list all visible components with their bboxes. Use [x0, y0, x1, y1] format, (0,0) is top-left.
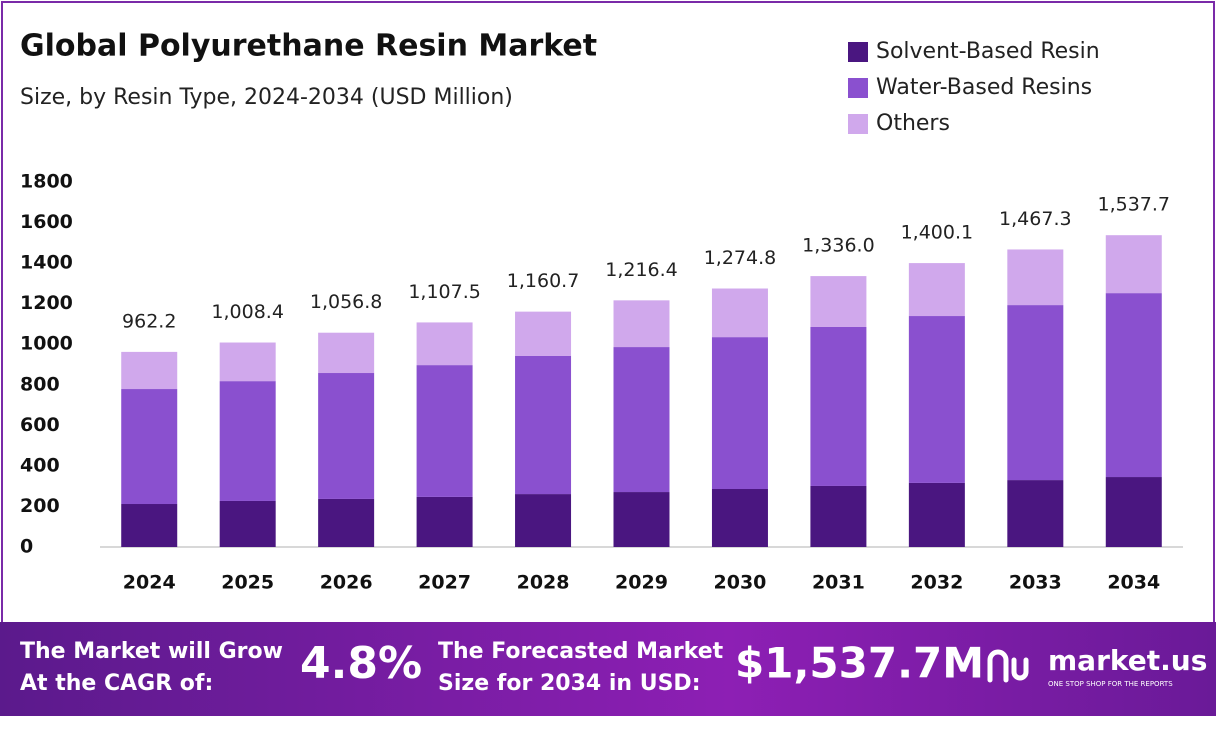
x-tick-label: 2031 [812, 572, 865, 594]
chart-subtitle: Size, by Resin Type, 2024-2034 (USD Mill… [20, 85, 513, 110]
cagr-value: 4.8% [300, 638, 422, 689]
total-label: 1,056.8 [310, 291, 383, 313]
x-tick-label: 2028 [517, 572, 570, 594]
x-tick-label: 2026 [320, 572, 373, 594]
bar-segment [318, 332, 375, 374]
y-tick-label: 0 [20, 536, 33, 558]
tagline: ONE STOP SHOP FOR THE REPORTS [1048, 680, 1173, 688]
y-tick-label: 400 [20, 454, 60, 476]
bar-segment [711, 337, 768, 490]
total-label: 1,467.3 [999, 208, 1072, 230]
x-tick-label: 2024 [123, 572, 176, 594]
bar-segment [515, 311, 572, 356]
total-label: 1,216.4 [605, 259, 678, 281]
y-tick-label: 800 [20, 373, 60, 395]
legend-label: Others [876, 111, 950, 136]
legend-label: Water-Based Resins [876, 75, 1092, 100]
bar-segment [219, 381, 276, 501]
brand: market.us [1048, 644, 1207, 677]
total-label: 1,008.4 [211, 301, 284, 323]
forecast-value: $1,537.7M [735, 639, 984, 688]
total-label: 1,336.0 [802, 235, 875, 257]
footer-text: The Forecasted Market [438, 639, 724, 664]
legend: Solvent-Based Resin Water-Based Resins Oth… [848, 39, 1100, 136]
bar-segment [318, 498, 375, 547]
y-tick-label: 1000 [20, 333, 73, 355]
bar-segment [810, 326, 867, 486]
bar-segment [711, 288, 768, 338]
bar-segment [613, 300, 670, 348]
legend-label: Solvent-Based Resin [876, 39, 1100, 64]
total-label: 1,537.7 [1098, 194, 1171, 216]
bar-segment [219, 500, 276, 547]
bar-segment [810, 276, 867, 327]
plot: 0 200 400 600 800 1000 1200 1400 1600 1800 962.2 20… [20, 171, 1183, 594]
footer-band [0, 622, 1216, 716]
bar-segment [613, 492, 670, 547]
bar-segment [416, 496, 473, 547]
total-label: 1,107.5 [408, 281, 481, 303]
bar-segment [416, 322, 473, 366]
x-tick-label: 2030 [714, 572, 767, 594]
bar-segment [1105, 477, 1162, 547]
bar-segment [1007, 480, 1064, 547]
y-tick-label: 1600 [20, 211, 73, 233]
x-tick-label: 2027 [418, 572, 471, 594]
bar-segment [219, 342, 276, 382]
bar-segment [613, 347, 670, 493]
bar-segment [711, 489, 768, 547]
bar-segment [1007, 249, 1064, 306]
bar-segment [515, 355, 572, 495]
bar-segment [1007, 305, 1064, 481]
legend-swatch [848, 42, 868, 62]
x-tick-label: 2034 [1107, 572, 1160, 594]
logo-shape [1011, 657, 1029, 681]
x-tick-label: 2033 [1009, 572, 1062, 594]
y-tick-label: 1800 [20, 171, 73, 193]
total-label: 1,400.1 [901, 222, 974, 244]
bar-segment [1105, 235, 1162, 294]
x-tick-label: 2025 [221, 572, 274, 594]
y-tick-label: 600 [20, 414, 60, 436]
bar-segment [121, 389, 178, 505]
bar-segment [121, 351, 178, 390]
y-tick-label: 1200 [20, 292, 73, 314]
bar-segment [810, 485, 867, 547]
footer-text: Size for 2034 in USD: [438, 671, 701, 696]
legend-swatch [848, 114, 868, 134]
bar-segment [416, 365, 473, 497]
y-tick-label: 200 [20, 495, 60, 517]
bar-segment [121, 504, 178, 547]
bar-segment [515, 494, 572, 547]
y-tick-label: 1400 [20, 252, 73, 274]
bar-segment [908, 263, 965, 317]
total-label: 1,274.8 [704, 247, 777, 269]
logo-shape [987, 649, 1009, 683]
bar-segment [908, 482, 965, 547]
footer-text: At the CAGR of: [20, 671, 213, 696]
bar-segment [1105, 293, 1162, 478]
legend-swatch [848, 78, 868, 98]
total-label: 962.2 [122, 310, 176, 332]
chart-title: Global Polyurethane Resin Market [20, 29, 597, 64]
bar-segment [318, 373, 375, 499]
x-tick-label: 2029 [615, 572, 668, 594]
bar-segment [908, 316, 965, 483]
x-tick-label: 2032 [910, 572, 963, 594]
total-label: 1,160.7 [507, 270, 580, 292]
brand-logo [987, 649, 1029, 683]
footer-text: The Market will Grow [20, 639, 283, 664]
